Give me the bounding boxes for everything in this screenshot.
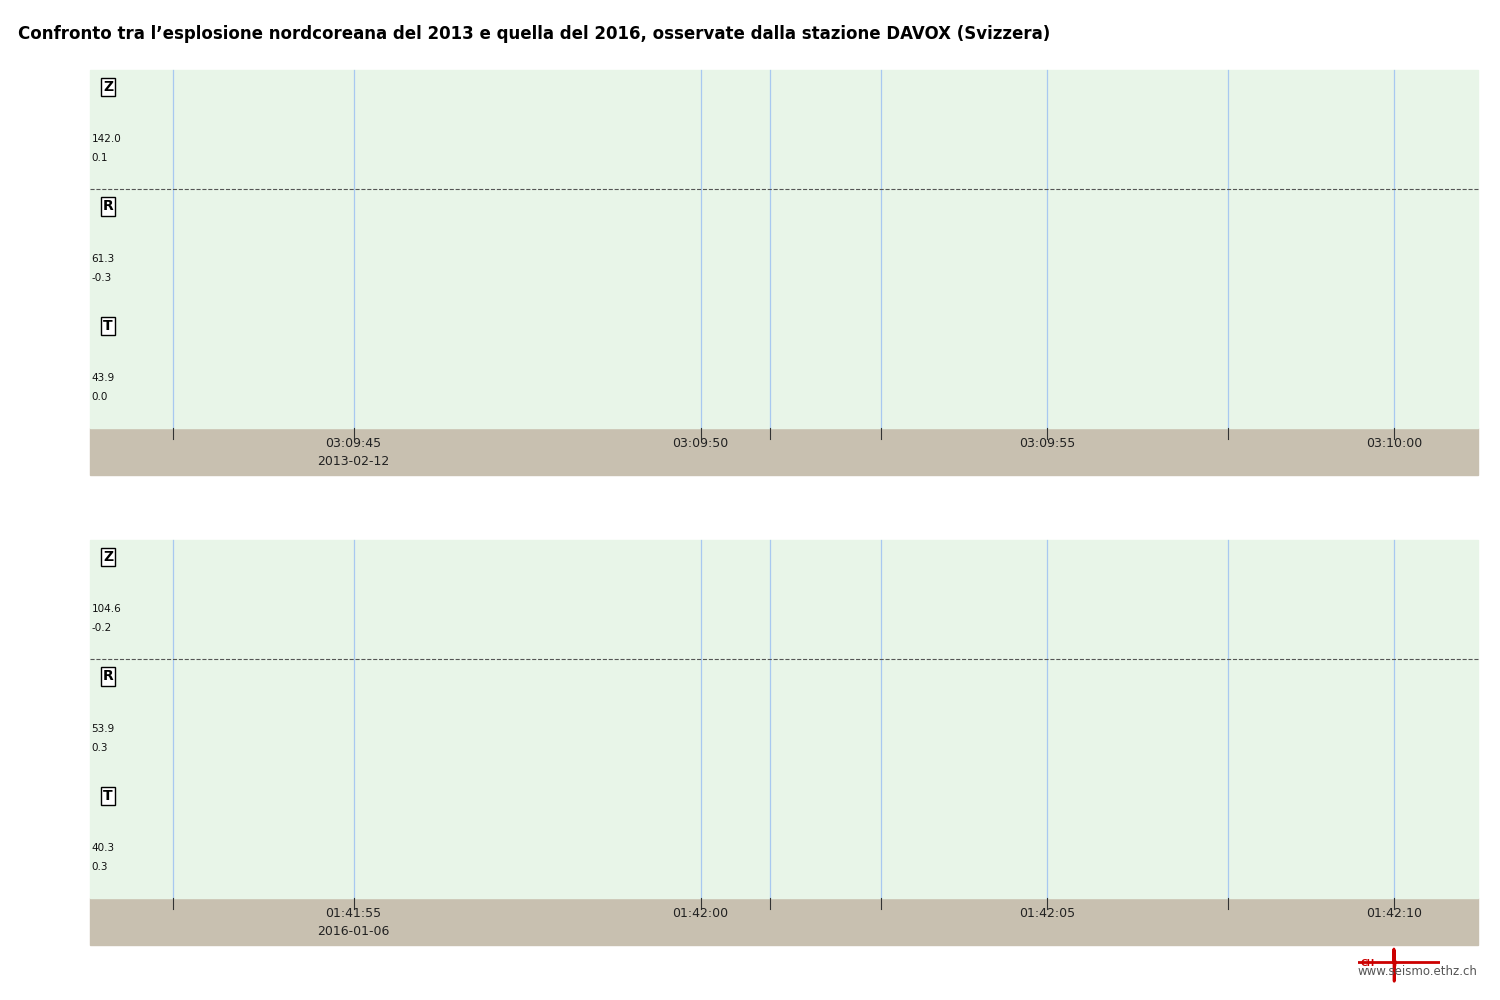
Text: 142.0: 142.0 — [92, 134, 122, 144]
Text: 03:09:55: 03:09:55 — [1020, 437, 1076, 450]
Text: 40.3: 40.3 — [92, 843, 114, 853]
Text: sP: sP — [788, 413, 800, 423]
Text: 0.3: 0.3 — [92, 743, 108, 753]
Text: 61.3: 61.3 — [92, 254, 114, 264]
Text: 03:10:00: 03:10:00 — [1366, 437, 1422, 450]
Text: 0.0: 0.0 — [92, 392, 108, 402]
Text: T: T — [104, 789, 112, 803]
Text: sP: sP — [788, 883, 800, 893]
Text: 0.1: 0.1 — [92, 153, 108, 163]
Text: pP: pP — [718, 883, 732, 893]
Text: 104.6: 104.6 — [92, 604, 122, 614]
Text: CH: CH — [1360, 958, 1374, 968]
Text: 03:09:45: 03:09:45 — [326, 437, 381, 450]
Text: P: P — [378, 413, 386, 423]
Text: 01:42:10: 01:42:10 — [1366, 907, 1422, 920]
Text: -0.3: -0.3 — [92, 273, 111, 283]
Text: 01:41:55: 01:41:55 — [326, 907, 381, 920]
Text: 0.3: 0.3 — [92, 862, 108, 872]
Text: 2013-02-12: 2013-02-12 — [318, 455, 390, 468]
Text: 01:42:05: 01:42:05 — [1020, 907, 1076, 920]
Text: 03:09:50: 03:09:50 — [672, 437, 729, 450]
Text: Z: Z — [104, 80, 112, 94]
Text: T: T — [104, 319, 112, 333]
Text: 2016-01-06: 2016-01-06 — [318, 925, 390, 938]
Text: P: P — [378, 883, 386, 893]
Text: P<T>: P<T> — [518, 551, 552, 564]
Text: 43.9: 43.9 — [92, 373, 114, 383]
Text: 53.9: 53.9 — [92, 724, 114, 734]
Text: Z: Z — [104, 550, 112, 564]
Text: 01:42:00: 01:42:00 — [672, 907, 729, 920]
Text: www.seismo.ethz.ch: www.seismo.ethz.ch — [1358, 965, 1478, 978]
Text: R: R — [102, 199, 114, 213]
Text: -0.2: -0.2 — [92, 623, 111, 633]
Text: pP: pP — [718, 413, 732, 423]
Text: Confronto tra l’esplosione nordcoreana del 2013 e quella del 2016, osservate dal: Confronto tra l’esplosione nordcoreana d… — [18, 25, 1050, 43]
Text: R: R — [102, 669, 114, 683]
